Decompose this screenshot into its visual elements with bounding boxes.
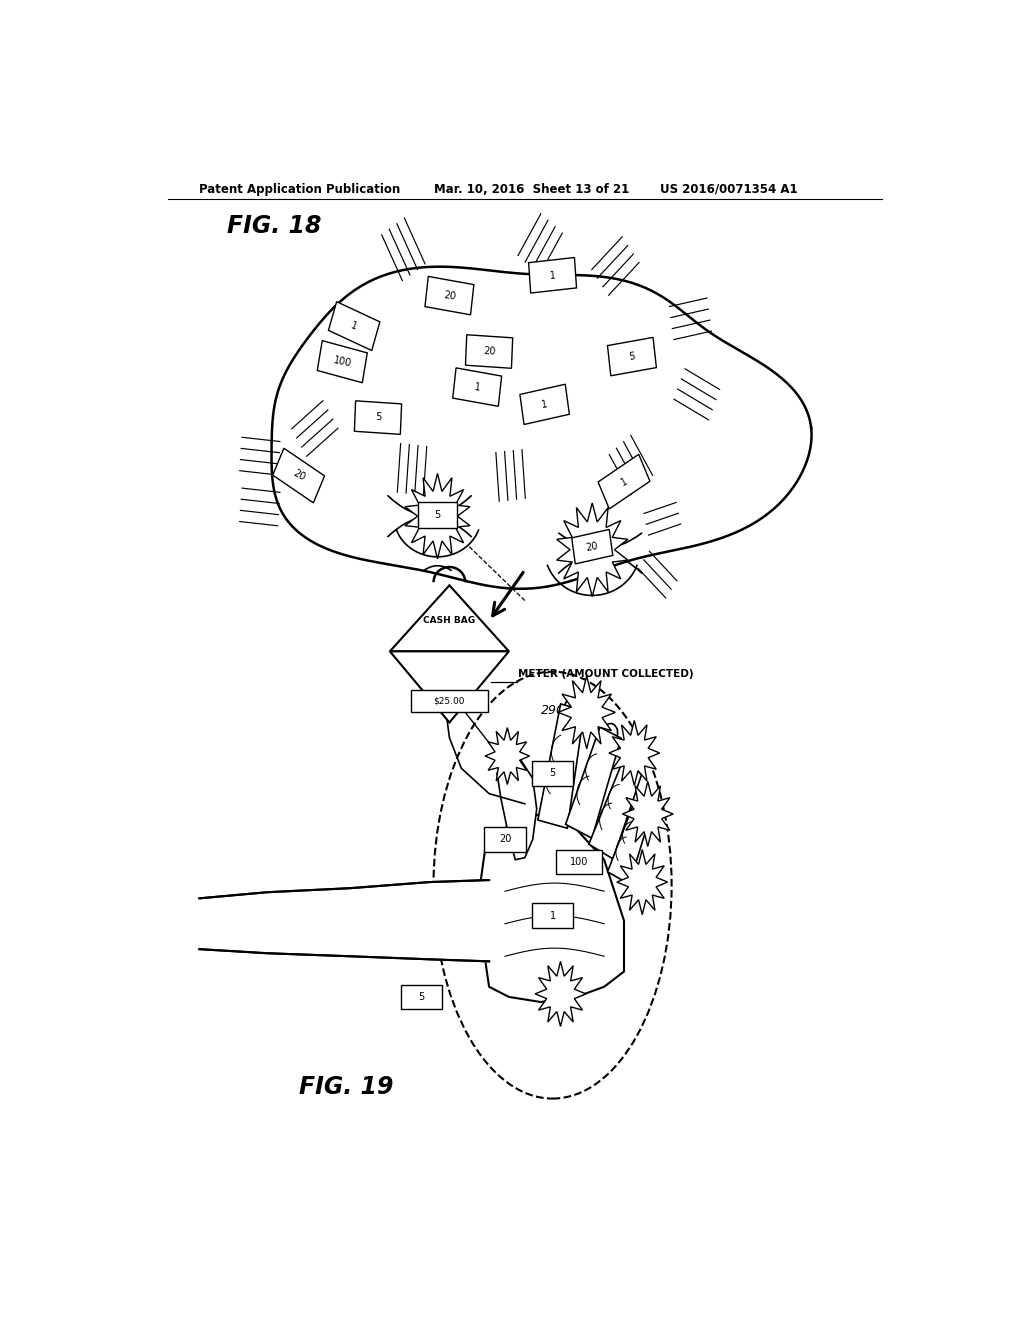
Text: $25.00: $25.00 — [433, 697, 465, 706]
Text: FIG. 19: FIG. 19 — [299, 1076, 393, 1100]
Polygon shape — [272, 449, 325, 503]
Polygon shape — [556, 850, 602, 874]
Polygon shape — [538, 704, 585, 828]
Polygon shape — [419, 502, 457, 528]
Polygon shape — [485, 727, 529, 784]
Polygon shape — [466, 335, 513, 368]
Polygon shape — [528, 257, 577, 293]
Text: 1: 1 — [541, 399, 549, 409]
Polygon shape — [616, 850, 668, 915]
Polygon shape — [531, 903, 573, 928]
Text: 20: 20 — [482, 346, 496, 356]
Polygon shape — [425, 276, 474, 314]
Text: CASH BAG: CASH BAG — [423, 616, 475, 626]
Text: 1: 1 — [349, 321, 358, 331]
Polygon shape — [607, 338, 656, 376]
Polygon shape — [401, 985, 442, 1008]
Polygon shape — [558, 676, 615, 748]
Polygon shape — [390, 585, 509, 651]
Polygon shape — [329, 302, 380, 351]
Polygon shape — [317, 341, 368, 383]
Polygon shape — [589, 763, 642, 859]
Text: 100: 100 — [332, 355, 352, 368]
Polygon shape — [497, 758, 537, 859]
Polygon shape — [520, 384, 569, 425]
Text: 5: 5 — [550, 768, 556, 779]
Text: METER (AMOUNT COLLECTED): METER (AMOUNT COLLECTED) — [518, 669, 694, 678]
Text: 100: 100 — [569, 857, 588, 867]
Text: 5: 5 — [419, 991, 425, 1002]
Polygon shape — [565, 727, 622, 838]
Text: 290: 290 — [541, 704, 564, 717]
Polygon shape — [536, 961, 586, 1027]
Text: US 2016/0071354 A1: US 2016/0071354 A1 — [659, 182, 798, 195]
Text: 20: 20 — [442, 290, 457, 301]
Text: Mar. 10, 2016  Sheet 13 of 21: Mar. 10, 2016 Sheet 13 of 21 — [433, 182, 629, 195]
Polygon shape — [484, 828, 525, 851]
Text: 20: 20 — [291, 469, 306, 483]
Text: 20: 20 — [499, 834, 511, 845]
Polygon shape — [453, 368, 502, 407]
Polygon shape — [531, 762, 573, 785]
Text: 1: 1 — [550, 911, 556, 920]
Text: 20: 20 — [586, 541, 599, 553]
Text: 5: 5 — [628, 351, 636, 362]
Polygon shape — [477, 814, 624, 1002]
Polygon shape — [390, 651, 509, 722]
Polygon shape — [598, 454, 650, 510]
Polygon shape — [609, 721, 659, 785]
Polygon shape — [406, 474, 470, 558]
Text: 5: 5 — [375, 412, 381, 422]
Polygon shape — [623, 781, 673, 846]
Text: 1: 1 — [618, 475, 629, 487]
Polygon shape — [571, 529, 612, 564]
Polygon shape — [607, 804, 651, 884]
Polygon shape — [354, 401, 401, 434]
Text: Patent Application Publication: Patent Application Publication — [200, 182, 400, 195]
Polygon shape — [557, 503, 628, 597]
Bar — [412, 690, 487, 713]
Text: 1: 1 — [549, 271, 556, 281]
Text: 1: 1 — [473, 381, 481, 392]
Text: FIG. 18: FIG. 18 — [227, 214, 322, 239]
Text: 5: 5 — [434, 510, 440, 520]
